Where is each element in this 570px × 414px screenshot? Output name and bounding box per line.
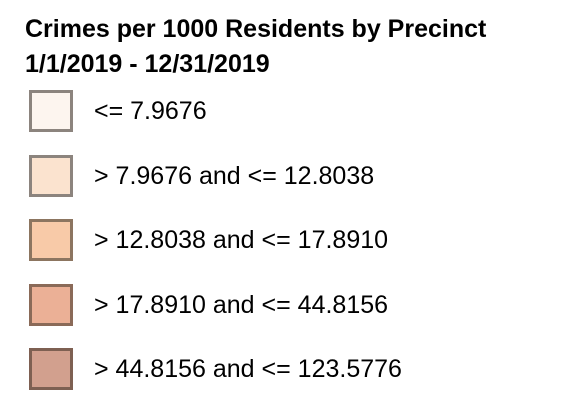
legend-title: Crimes per 1000 Residents by Precinct: [25, 15, 487, 43]
legend-swatch: [29, 154, 73, 197]
legend-item-label: > 7.9676 and <= 12.8038: [94, 161, 375, 190]
legend-item: <= 7.9676: [29, 88, 559, 153]
legend-item: > 7.9676 and <= 12.8038: [29, 153, 559, 218]
legend-swatch: [29, 348, 73, 390]
legend-date-range: 1/1/2019 - 12/31/2019: [25, 50, 270, 78]
legend-item: > 17.8910 and <= 44.8156: [29, 282, 559, 347]
legend-item-label: > 12.8038 and <= 17.8910: [94, 226, 389, 254]
legend-item-label: <= 7.9676: [94, 97, 207, 125]
legend-swatch: [29, 90, 73, 132]
legend-items: <= 7.9676 > 7.9676 and <= 12.8038 > 12.8…: [29, 88, 559, 411]
legend-swatch: [29, 219, 73, 261]
legend-swatch: [29, 283, 73, 326]
legend-item: > 44.8156 and <= 123.5776: [29, 346, 559, 411]
legend-item-label: > 17.8910 and <= 44.8156: [94, 290, 389, 319]
legend-item: > 12.8038 and <= 17.8910: [29, 217, 559, 282]
legend-item-label: > 44.8156 and <= 123.5776: [94, 355, 402, 383]
